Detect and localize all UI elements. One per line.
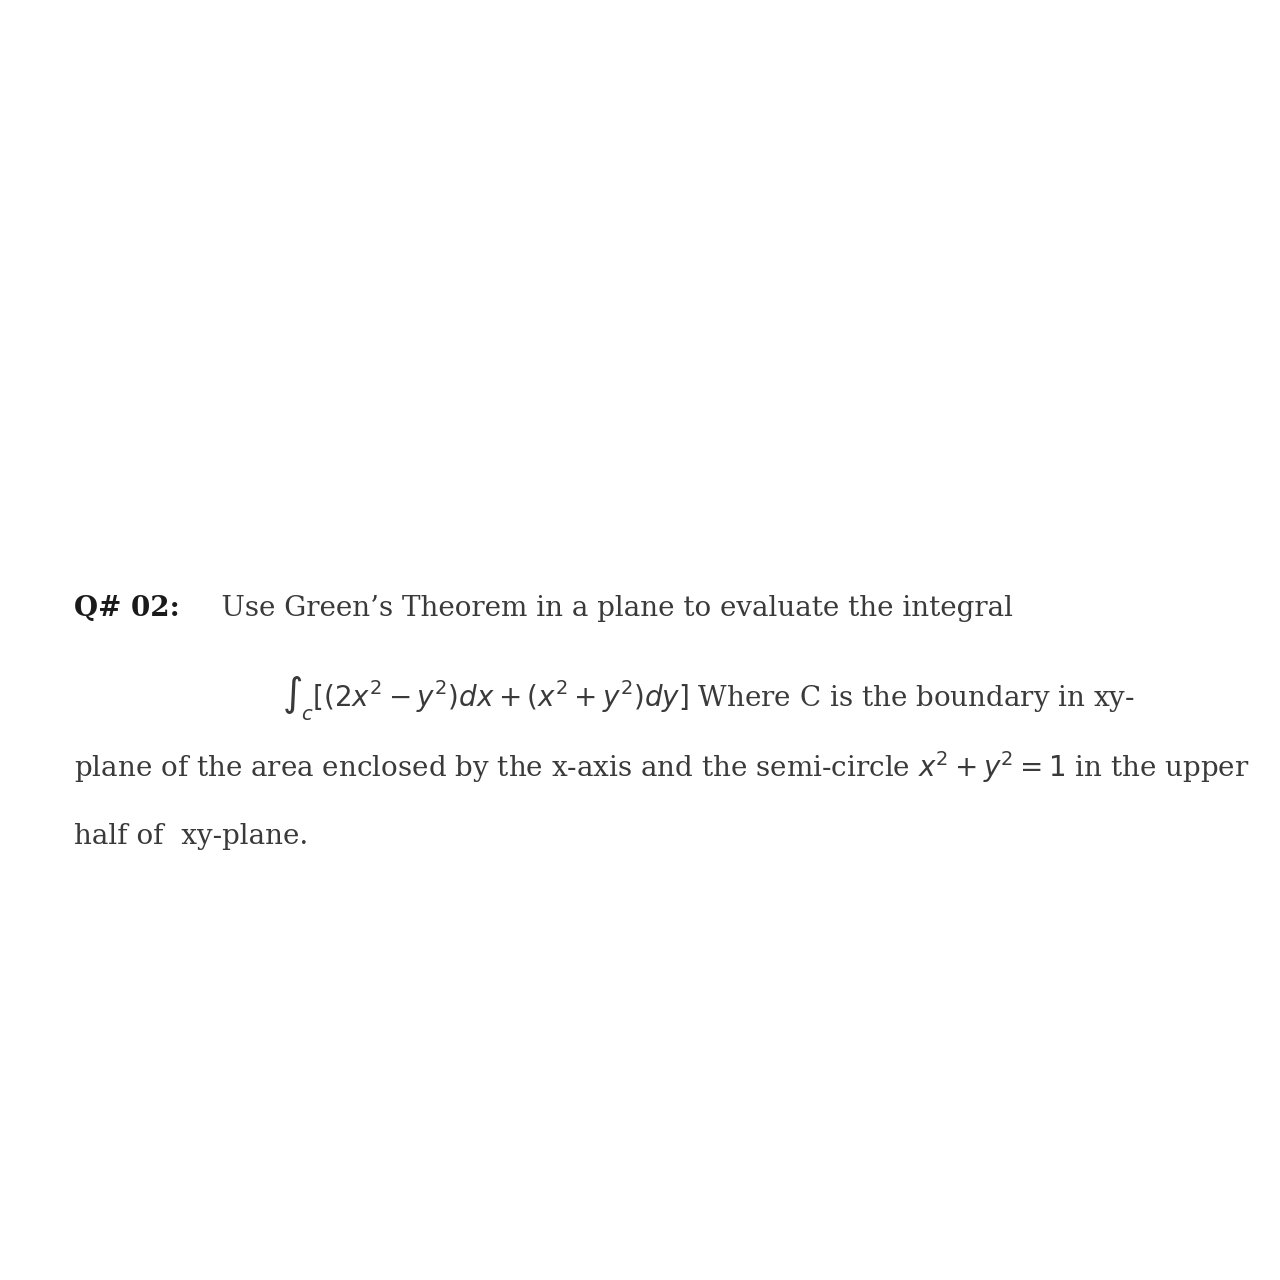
Text: Use Green’s Theorem in a plane to evaluate the integral: Use Green’s Theorem in a plane to evalua… [186,595,1012,622]
Text: $\int_c [(2x^2 - y^2)dx + (x^2 + y^2)dy]$ Where C is the boundary in xy-: $\int_c [(2x^2 - y^2)dx + (x^2 + y^2)dy]… [282,675,1134,723]
Text: plane of the area enclosed by the x-axis and the semi-circle $x^2 + y^2 = 1$ in : plane of the area enclosed by the x-axis… [74,749,1249,785]
Text: Q# 02:: Q# 02: [74,595,180,622]
Text: half of  xy-plane.: half of xy-plane. [74,823,308,850]
